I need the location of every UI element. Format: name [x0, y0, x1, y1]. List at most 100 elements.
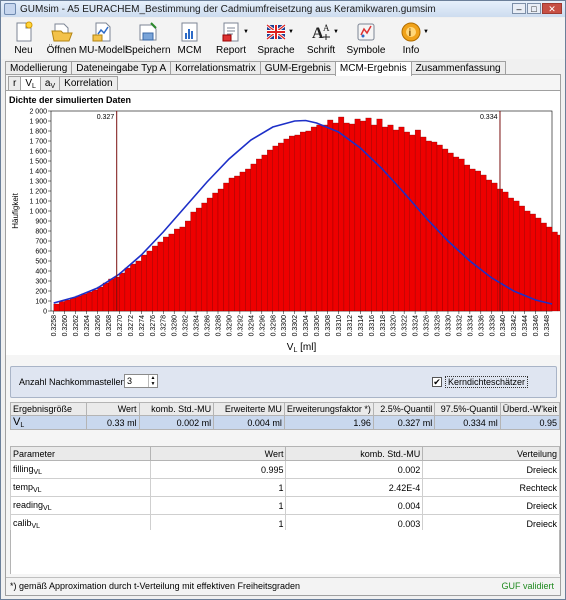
x-tick-label: 0.3276: [150, 315, 157, 337]
chart-title: Dichte der simulierten Daten: [9, 95, 132, 105]
kde-label[interactable]: Kerndichteschätzer: [445, 376, 529, 388]
histogram-bar: [475, 170, 481, 312]
x-tick-label: 0.3318: [380, 315, 387, 337]
table-row[interactable]: readingVL 1 0.004 Dreieck: [10, 496, 560, 515]
maximize-button[interactable]: □: [527, 3, 541, 14]
col-header[interactable]: Verteilung: [422, 446, 560, 461]
x-tick-label: 0.3314: [358, 315, 365, 337]
report-button[interactable]: ▼ Report: [209, 18, 253, 59]
language-button[interactable]: ▼ Sprache: [254, 18, 298, 59]
y-tick-label: 900: [35, 219, 47, 226]
histogram-bar: [239, 171, 246, 312]
histogram-bar: [70, 297, 76, 312]
param-value: 0.995: [149, 460, 287, 479]
histogram-bar: [535, 217, 542, 312]
col-header[interactable]: Erweiterungsfaktor *): [283, 402, 374, 416]
x-tick-label: 0.3328: [435, 315, 442, 337]
symbols-button[interactable]: Symbole: [344, 18, 388, 59]
histogram-bar: [278, 142, 284, 312]
histogram-bar: [97, 286, 104, 312]
result-std-mu: 0.002 ml: [138, 415, 215, 430]
mcm-icon: [179, 21, 201, 43]
col-header[interactable]: komb. Std.-MU: [285, 446, 424, 461]
col-header[interactable]: Überd.-W'keit: [499, 402, 561, 416]
subtab-av[interactable]: aV: [39, 76, 61, 90]
y-tick-label: 0: [43, 309, 47, 316]
info-button[interactable]: i ▼ Info: [389, 18, 433, 59]
y-tick-label: 600: [35, 249, 47, 256]
decimals-value[interactable]: 3: [127, 376, 133, 386]
x-tick-label: 0.3336: [478, 315, 485, 337]
table-row[interactable]: fillingVL 0.995 0.002 Dreieck: [10, 460, 560, 479]
result-name: VL: [9, 415, 88, 430]
histogram-bar: [409, 134, 416, 312]
histogram-bar: [436, 144, 443, 312]
spinner-arrows-icon[interactable]: ▲ ▼: [148, 375, 157, 387]
subtab-vl[interactable]: VL: [20, 76, 41, 90]
histogram-bar: [234, 175, 241, 312]
col-header[interactable]: Ergebnisgröße: [9, 402, 88, 416]
tab-gum-ergebnis[interactable]: GUM-Ergebnis: [259, 61, 336, 75]
quantile-marker-label: 0.327: [97, 114, 115, 121]
language-flag-icon: ▼: [265, 21, 294, 43]
x-tick-label: 0.3290: [226, 315, 233, 337]
new-button[interactable]: Neu: [5, 18, 42, 59]
kde-checkbox[interactable]: ✔: [432, 377, 442, 387]
tab-korrelationsmatrix[interactable]: Korrelationsmatrix: [170, 61, 261, 75]
y-tick-label: 1 800: [29, 129, 47, 136]
tab-modellierung[interactable]: Modellierung: [5, 61, 73, 75]
subtab-r[interactable]: r: [8, 76, 22, 90]
col-header[interactable]: Parameter: [10, 446, 151, 461]
info-dropdown-icon[interactable]: ▼: [423, 29, 429, 35]
open-button[interactable]: Öffnen: [43, 18, 80, 59]
histogram-bar: [480, 174, 487, 312]
x-tick-label: 0.3322: [402, 315, 409, 337]
font-dropdown-icon[interactable]: ▼: [333, 29, 339, 35]
histogram-chart: 0.327 0.33401002003004005006007008009001 …: [11, 109, 560, 354]
y-tick-label: 1 700: [29, 139, 47, 146]
result-coverage-factor: 1.96: [283, 415, 374, 430]
histogram-bar: [365, 117, 372, 312]
param-distribution: Dreieck: [422, 496, 560, 515]
param-std-mu: 2.42E-4: [285, 478, 424, 497]
report-dropdown-icon[interactable]: ▼: [243, 29, 249, 35]
decimals-spinner[interactable]: 3 ▲ ▼: [124, 374, 158, 388]
language-dropdown-icon[interactable]: ▼: [288, 29, 294, 35]
col-header[interactable]: 2.5%-Quantil: [372, 402, 436, 416]
table-row[interactable]: tempVL 1 2.42E-4 Rechteck: [10, 478, 560, 497]
x-tick-label: 0.3282: [183, 315, 190, 337]
tab-mcm-ergebnis[interactable]: MCM-Ergebnis: [334, 61, 412, 76]
col-header[interactable]: 97.5%-Quantil: [434, 402, 501, 416]
col-header[interactable]: Wert: [86, 402, 140, 416]
x-tick-label: 0.3286: [205, 315, 212, 337]
histogram-bar: [261, 154, 268, 312]
mu-model-button[interactable]: MU-Modell: [79, 18, 127, 59]
x-tick-label: 0.3302: [292, 315, 299, 337]
tab-dateneingabe-typ-a[interactable]: Dateneingabe Typ A: [71, 61, 172, 75]
param-header-row: Parameter Wert komb. Std.-MU Verteilung: [10, 446, 560, 461]
subtab-korrelation[interactable]: Korrelation: [59, 76, 118, 90]
options-panel: Anzahl Nachkommastellen: 3 ▲ ▼ ✔ Kerndich…: [10, 366, 557, 398]
col-header[interactable]: Wert: [149, 446, 287, 461]
histogram-bar: [486, 179, 492, 312]
minimize-button[interactable]: –: [512, 3, 526, 14]
x-tick-label: 0.3262: [73, 315, 80, 337]
col-header[interactable]: Erweiterte MU: [213, 402, 285, 416]
histogram-bar: [206, 197, 213, 312]
x-tick-label: 0.3268: [106, 315, 113, 337]
col-header[interactable]: komb. Std.-MU: [138, 402, 215, 416]
close-button[interactable]: ✕: [542, 3, 562, 14]
param-distribution: Rechteck: [422, 478, 560, 497]
x-tick-label: 0.3310: [336, 315, 343, 337]
kde-option[interactable]: ✔ Kerndichteschätzer: [432, 376, 529, 388]
table-row[interactable]: VL 0.33 ml 0.002 ml 0.004 ml 1.96 0.327 …: [9, 415, 561, 430]
table-row[interactable]: calibVL 1 0.003 Dreieck: [10, 514, 560, 533]
histogram-bar: [349, 123, 356, 312]
tab-zusammenfassung[interactable]: Zusammenfassung: [410, 61, 506, 75]
save-button[interactable]: Speichern: [125, 18, 171, 59]
x-tick-label: 0.3274: [139, 315, 146, 337]
app-icon: [4, 3, 16, 15]
histogram-bar: [327, 119, 334, 312]
mcm-button[interactable]: MCM: [171, 18, 208, 59]
